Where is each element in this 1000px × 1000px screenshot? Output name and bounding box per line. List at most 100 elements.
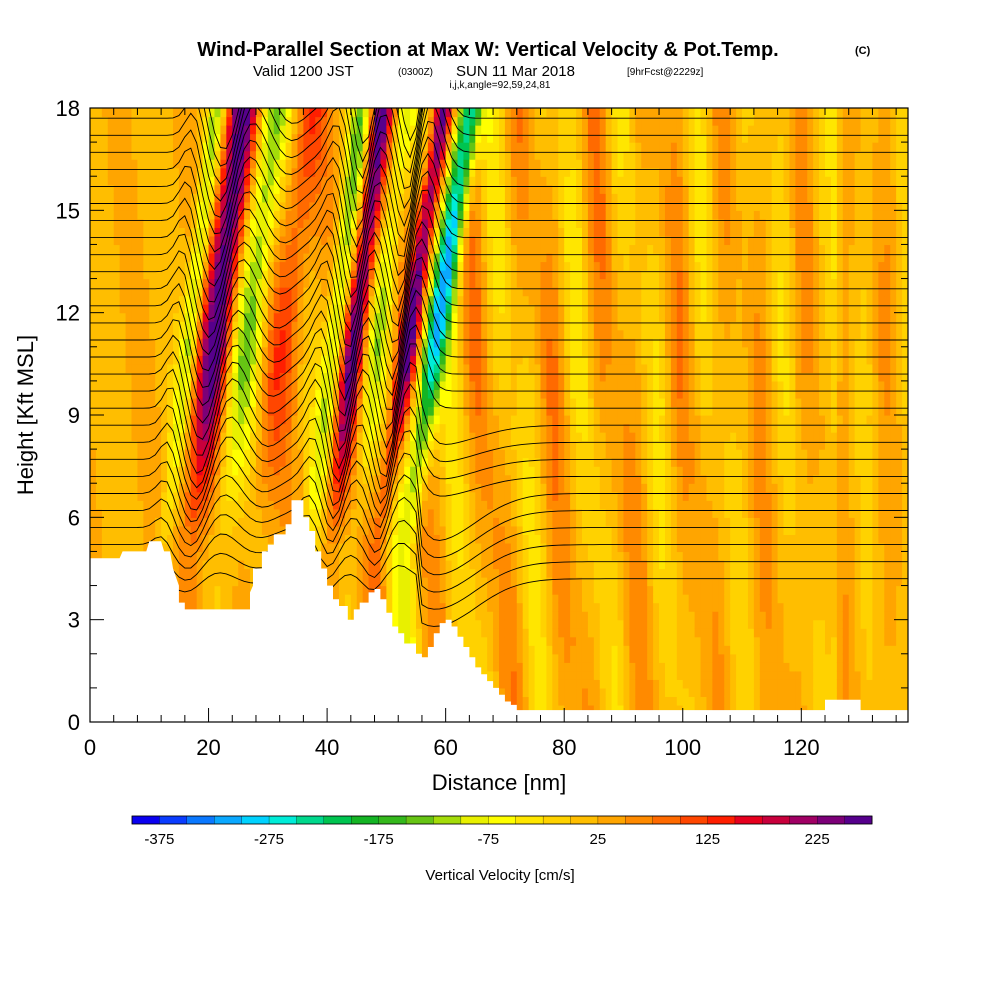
w-cell bbox=[404, 432, 411, 442]
w-cell bbox=[427, 559, 435, 570]
w-cell bbox=[344, 594, 352, 604]
w-cell bbox=[433, 559, 441, 570]
w-cell bbox=[143, 432, 150, 442]
w-cell bbox=[315, 159, 322, 169]
w-cell bbox=[244, 500, 251, 510]
w-cell bbox=[95, 525, 103, 535]
w-cell bbox=[421, 602, 429, 612]
w-cell bbox=[184, 116, 192, 126]
w-cell bbox=[202, 542, 210, 553]
w-cell bbox=[226, 406, 233, 416]
w-cell bbox=[493, 227, 500, 237]
w-cell bbox=[238, 534, 245, 544]
w-cell bbox=[167, 321, 174, 331]
w-cell bbox=[481, 432, 488, 442]
w-cell bbox=[327, 542, 334, 553]
w-cell bbox=[172, 542, 180, 553]
w-cell bbox=[475, 611, 482, 621]
w-cell bbox=[172, 457, 180, 467]
w-cell bbox=[315, 372, 322, 382]
w-cell bbox=[238, 278, 245, 288]
w-cell bbox=[149, 449, 156, 459]
w-cell bbox=[261, 508, 269, 518]
w-cell bbox=[149, 338, 156, 348]
w-cell bbox=[143, 261, 150, 271]
w-cell bbox=[250, 483, 257, 493]
w-cell bbox=[421, 184, 429, 194]
w-cell bbox=[433, 304, 441, 314]
w-cell bbox=[208, 346, 216, 356]
w-cell bbox=[279, 346, 287, 356]
w-cell bbox=[155, 295, 162, 305]
w-cell bbox=[143, 116, 150, 126]
w-cell bbox=[101, 252, 109, 263]
w-cell bbox=[433, 466, 441, 476]
w-cell bbox=[149, 201, 156, 211]
w-cell bbox=[273, 380, 281, 391]
w-cell bbox=[149, 116, 156, 126]
w-cell bbox=[184, 167, 192, 177]
w-cell bbox=[155, 150, 162, 160]
w-cell bbox=[95, 440, 103, 450]
w-cell bbox=[95, 244, 103, 254]
w-cell bbox=[410, 346, 417, 356]
w-cell bbox=[232, 201, 239, 211]
w-cell bbox=[161, 235, 168, 246]
w-cell bbox=[457, 363, 465, 373]
w-cell bbox=[327, 159, 334, 169]
w-cell bbox=[107, 176, 115, 186]
w-cell bbox=[113, 176, 121, 186]
w-cell bbox=[107, 321, 115, 331]
w-cell bbox=[143, 193, 150, 203]
w-cell bbox=[172, 432, 180, 442]
w-cell bbox=[95, 252, 103, 263]
w-cell bbox=[457, 517, 465, 527]
w-cell bbox=[427, 602, 435, 612]
w-cell bbox=[90, 338, 97, 348]
w-cell bbox=[255, 176, 263, 186]
w-cell bbox=[214, 167, 222, 177]
w-cell bbox=[131, 372, 139, 382]
w-cell bbox=[226, 338, 233, 348]
w-cell bbox=[374, 218, 382, 228]
w-cell bbox=[297, 406, 304, 416]
w-cell bbox=[232, 585, 239, 595]
w-cell bbox=[463, 193, 470, 203]
w-cell bbox=[178, 252, 186, 263]
w-cell bbox=[321, 525, 328, 535]
w-cell bbox=[457, 500, 465, 510]
w-cell bbox=[190, 397, 198, 408]
w-cell bbox=[232, 440, 239, 450]
w-cell bbox=[107, 355, 115, 365]
w-cell bbox=[184, 525, 192, 535]
w-cell bbox=[155, 108, 162, 118]
w-cell bbox=[167, 125, 174, 135]
w-cell bbox=[487, 227, 494, 237]
w-cell bbox=[487, 159, 494, 169]
w-cell bbox=[155, 184, 162, 194]
w-cell bbox=[161, 278, 168, 288]
w-cell bbox=[487, 346, 494, 356]
w-cell bbox=[433, 525, 441, 535]
w-cell bbox=[184, 338, 192, 348]
w-cell bbox=[487, 363, 494, 373]
w-cell bbox=[161, 304, 168, 314]
w-cell bbox=[149, 278, 156, 288]
w-cell bbox=[178, 406, 186, 416]
w-cell bbox=[119, 474, 127, 484]
w-cell bbox=[439, 542, 447, 553]
w-cell bbox=[220, 210, 227, 220]
w-cell bbox=[220, 602, 227, 612]
w-cell bbox=[451, 415, 459, 425]
w-cell bbox=[167, 176, 174, 186]
w-cell bbox=[125, 534, 133, 544]
w-cell bbox=[143, 397, 150, 408]
w-cell bbox=[250, 355, 257, 365]
w-cell bbox=[95, 150, 103, 160]
w-cell bbox=[178, 278, 186, 288]
w-cell bbox=[167, 287, 174, 297]
w-cell bbox=[427, 636, 435, 646]
w-cell bbox=[155, 457, 162, 467]
w-cell bbox=[208, 585, 216, 595]
w-cell bbox=[250, 142, 257, 152]
